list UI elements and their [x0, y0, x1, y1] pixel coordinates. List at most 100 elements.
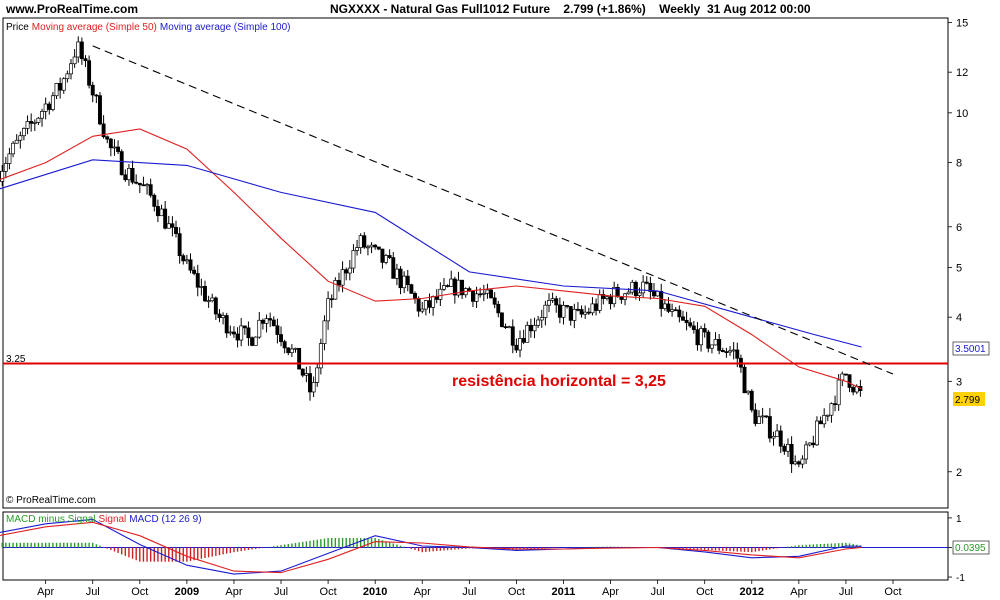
time-axis-label: Oct	[884, 586, 901, 598]
candle-body	[387, 255, 392, 258]
candle-body	[713, 339, 718, 346]
candle-body	[586, 311, 591, 314]
candle-body	[98, 95, 102, 125]
legend-signal: Signal	[98, 514, 126, 525]
candle-body	[282, 341, 287, 349]
candle-body	[673, 309, 678, 312]
time-axis-label: Oct	[696, 586, 713, 598]
candle-body	[239, 325, 244, 341]
candle-body	[315, 367, 320, 383]
candle-body	[69, 63, 73, 75]
macd-lines	[0, 518, 862, 575]
candle-body	[804, 444, 809, 460]
candle-body	[384, 255, 388, 263]
candle-body	[340, 269, 345, 286]
candle-body	[626, 291, 631, 295]
candle-body	[655, 290, 660, 297]
candle-body	[373, 244, 378, 248]
candle-body	[662, 303, 667, 309]
candle-body	[532, 324, 537, 332]
candle-body	[177, 233, 182, 257]
candle-body	[829, 403, 834, 416]
chart-title: NGXXXX - Natural Gas Full1012 Future 2.7…	[330, 2, 811, 16]
candle-body	[365, 246, 370, 249]
candle-body	[58, 83, 63, 91]
candle-body	[206, 300, 211, 303]
time-axis-label: Jul	[462, 586, 476, 598]
price-axis-label: 2	[956, 467, 962, 479]
moving-average-lines	[0, 128, 862, 390]
candle-body	[843, 373, 848, 376]
candle-body	[427, 300, 432, 308]
candle-body	[213, 297, 218, 315]
candlestick-series	[0, 36, 863, 473]
candle-body	[126, 168, 131, 181]
legend-macd: MACD (12 26 9)	[129, 514, 201, 525]
ma100-tag-box	[952, 341, 990, 356]
candle-body	[851, 387, 856, 393]
candle-body	[286, 347, 291, 354]
candle-body	[778, 430, 783, 447]
candle-body	[358, 235, 363, 248]
candle-body	[767, 416, 772, 439]
candle-body	[702, 328, 707, 333]
candle-body	[608, 296, 613, 305]
candle-body	[764, 415, 769, 418]
candle-body	[337, 280, 341, 286]
candle-body	[329, 298, 334, 301]
candle-body	[547, 300, 551, 306]
candle-body	[688, 322, 693, 327]
candle-body	[145, 184, 149, 187]
price-axis-label: 15	[956, 17, 968, 29]
candle-body	[43, 103, 48, 112]
legend: Price Moving average (Simple 50) Moving av…	[6, 22, 290, 33]
candle-body	[485, 289, 490, 294]
candle-body	[394, 268, 399, 279]
macd-axis-label: 1	[956, 514, 962, 525]
price-axis-label: 8	[956, 158, 962, 170]
candle-body	[188, 259, 193, 271]
chart-header: www.ProRealTime.com NGXXXX - Natural Gas…	[0, 0, 1000, 18]
candle-body	[271, 319, 276, 327]
candle-body	[496, 303, 501, 314]
price-tag-box	[953, 392, 985, 406]
candle-body	[137, 182, 142, 186]
legend-macd-hist: MACD minus Signal	[6, 514, 95, 525]
candle-body	[695, 329, 700, 346]
candle-body	[322, 320, 327, 345]
candle-body	[728, 350, 732, 353]
candle-body	[789, 444, 794, 465]
candle-body	[141, 184, 146, 187]
candle-body	[594, 303, 599, 311]
signal-line	[0, 521, 862, 574]
candle-body	[152, 194, 157, 207]
candle-body	[275, 325, 280, 335]
candle-body	[376, 246, 381, 250]
candle-body	[83, 58, 88, 62]
downtrend-line	[92, 45, 894, 375]
candle-body	[260, 319, 265, 324]
candle-body	[333, 280, 338, 300]
candle-body	[297, 347, 302, 370]
candle-body	[438, 288, 443, 300]
candle-body	[123, 174, 128, 181]
time-axis-label: Jul	[651, 586, 665, 598]
candle-body	[402, 275, 407, 289]
candle-body	[478, 293, 483, 296]
candle-body	[134, 181, 139, 184]
time-axis-label: Apr	[225, 586, 242, 598]
candle-body	[235, 333, 240, 341]
candle-body	[232, 331, 236, 335]
candle-body	[166, 223, 171, 229]
candle-body	[796, 461, 801, 465]
candle-body	[717, 339, 722, 351]
candle-body	[119, 151, 124, 176]
copyright: © ProRealTime.com	[6, 495, 96, 506]
candle-body	[543, 304, 548, 318]
candle-body	[565, 305, 570, 307]
candle-body	[195, 273, 200, 288]
candle-body	[108, 138, 113, 149]
candle-body	[184, 259, 189, 262]
candle-body	[289, 348, 294, 354]
